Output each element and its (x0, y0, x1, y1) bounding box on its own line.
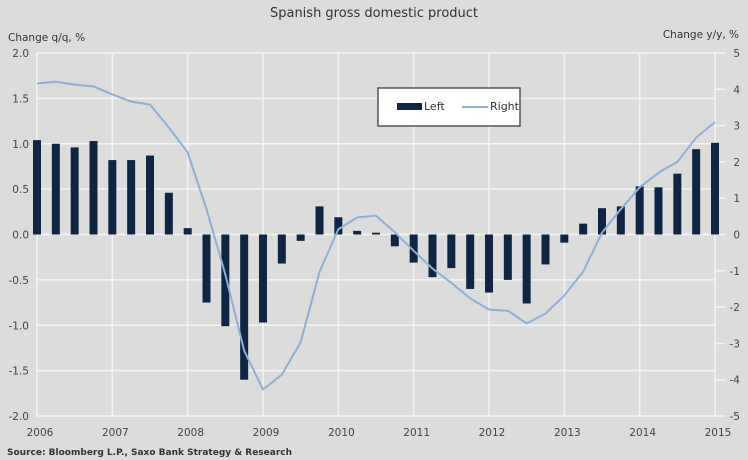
left-tick-label: 0.0 (12, 230, 29, 242)
left-tick-label: -0.5 (9, 275, 30, 287)
x-tick-label: 2010 (328, 427, 355, 439)
right-tick-label: -1 (730, 266, 740, 278)
bar (33, 140, 41, 235)
bar (598, 208, 606, 235)
right-tick-label: -5 (730, 411, 740, 423)
right-axis-ticks: 5 4 3 2 1 0 -1 -2 -3 -4 -5 (730, 48, 741, 423)
x-tick-label: 2012 (479, 427, 506, 439)
x-tick-label: 2006 (27, 427, 54, 439)
bar (334, 217, 343, 235)
x-axis-ticks: 2006 2007 2008 2009 2010 2011 2012 2013 2014 2015 (27, 427, 732, 439)
bar (146, 155, 154, 235)
right-tick-label: 1 (733, 193, 740, 205)
bar (711, 142, 719, 235)
bar (560, 234, 569, 243)
bar (221, 234, 230, 327)
bar (202, 234, 211, 303)
bar (692, 149, 701, 235)
left-tick-label: -1.0 (9, 320, 30, 332)
bar (409, 234, 418, 263)
bar (70, 147, 79, 235)
left-tick-label: 2.0 (12, 48, 29, 60)
x-tick-label: 2013 (554, 427, 581, 439)
x-tick-label: 2009 (253, 427, 280, 439)
source-note: Source: Bloomberg L.P., Saxo Bank Strate… (7, 448, 292, 458)
bar (503, 234, 512, 280)
x-tick-label: 2007 (102, 427, 129, 439)
bar-series-left (33, 140, 719, 380)
bar (485, 234, 493, 293)
right-tick-label: 4 (733, 84, 740, 96)
right-tick-label: -3 (730, 338, 740, 350)
left-axis-ticks: 2.0 1.5 1.0 0.5 0.0 -0.5 -1.0 -1.5 -2.0 (9, 48, 30, 423)
left-tick-label: -1.5 (9, 366, 30, 378)
bar (654, 187, 663, 235)
bar (315, 206, 324, 235)
bar (466, 234, 475, 289)
bar (673, 173, 682, 235)
right-axis-title: Change y/y, % (663, 29, 739, 41)
bar (164, 192, 173, 235)
bar (635, 186, 644, 235)
left-tick-label: 0.5 (12, 184, 29, 196)
bar (372, 232, 380, 235)
right-tick-label: 3 (733, 121, 740, 133)
bar (428, 234, 437, 278)
right-tick-label: -4 (730, 375, 741, 387)
bar (108, 160, 117, 235)
x-tick-label: 2015 (705, 427, 732, 439)
bar (447, 234, 456, 269)
x-tick-label: 2011 (403, 427, 430, 439)
legend: Left Right (377, 87, 521, 127)
bar (259, 234, 267, 323)
left-tick-label: -2.0 (9, 411, 30, 423)
line-series-right (36, 80, 716, 391)
bar (579, 223, 588, 235)
line-right (36, 80, 716, 391)
left-axis-title: Change q/q, % (8, 32, 85, 44)
bar (353, 230, 362, 235)
right-tick-label: -2 (730, 302, 740, 314)
x-tick-label: 2008 (177, 427, 204, 439)
bar (51, 143, 60, 235)
legend-label-right: Right (490, 100, 520, 113)
bar (127, 160, 136, 235)
bar (522, 234, 531, 304)
legend-swatch-left (397, 103, 422, 110)
bar (616, 206, 625, 235)
chart-title: Spanish gross domestic product (270, 6, 478, 21)
bar (89, 141, 98, 235)
bar (240, 234, 249, 380)
bar (183, 228, 192, 235)
bar (390, 234, 399, 247)
bar (277, 234, 286, 264)
legend-label-left: Left (424, 100, 445, 113)
x-tick-label: 2014 (629, 427, 656, 439)
bar (541, 234, 550, 265)
right-tick-label: 0 (733, 230, 740, 242)
left-tick-label: 1.0 (12, 139, 29, 151)
right-tick-label: 2 (733, 157, 740, 169)
bar (296, 234, 305, 241)
right-tick-label: 5 (733, 48, 740, 60)
left-tick-label: 1.5 (12, 93, 29, 105)
